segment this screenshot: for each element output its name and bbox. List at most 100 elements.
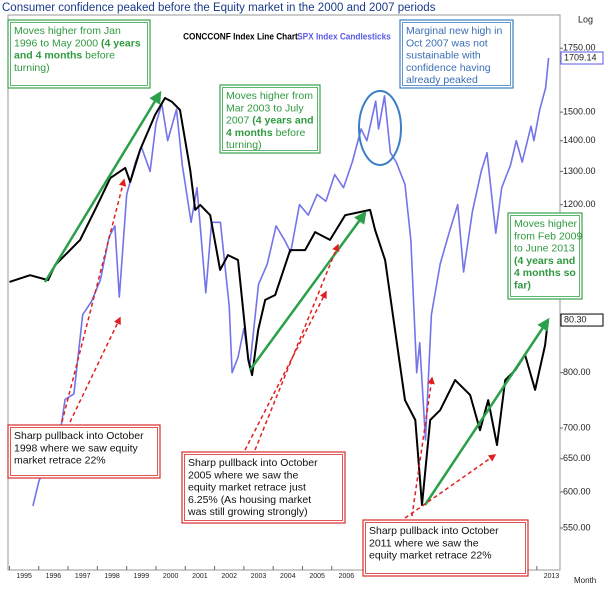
annotation-text: 6.25% (As housing market [188, 494, 311, 506]
y-tick-label: 650.00 [563, 453, 591, 463]
annotation-text: was still growing strongly) [187, 506, 308, 518]
pullback-arrow [69, 316, 121, 423]
annotation-run: 2011 where we saw the [369, 537, 479, 549]
annotation-run: 1998 where we saw equity [14, 442, 138, 454]
annotation-run: 4 months so [514, 267, 576, 279]
annotation-text: 4 months so [514, 267, 576, 279]
annotation-text: and 4 months before [14, 49, 115, 61]
annotation-box [399, 19, 514, 89]
annotation-run: before [273, 127, 306, 139]
annotation-box [362, 519, 529, 577]
annotation-text: Marginal new high in [406, 25, 502, 37]
annotation-box [507, 212, 583, 300]
y-tick-label: 1300.00 [563, 166, 596, 176]
x-tick-label: 2002 [221, 573, 237, 580]
annotation-text: equity market retrace 22% [369, 549, 492, 561]
x-tick-label: 1996 [46, 573, 62, 580]
annotation-text: Moves higher from [226, 90, 313, 102]
annotation-text: to June 2013 [514, 242, 575, 254]
annotation-text: turning) [226, 139, 262, 151]
x-tick-label: 2001 [192, 573, 208, 580]
annotation-box-inner [402, 22, 511, 86]
plot-area [9, 57, 550, 507]
annotation-run: and 4 months [14, 49, 82, 61]
annotation-run: Moves higher from Jan [14, 25, 121, 37]
annotation-box [181, 451, 346, 524]
annotation-text: Sharp pullback into October [14, 430, 144, 442]
annotation-run: was still growing strongly) [187, 506, 308, 518]
annotation-box [219, 84, 321, 154]
annotation-run: Oct 2007 was not [406, 37, 488, 49]
annotation-run: Sharp pullback into October [14, 430, 144, 442]
annotation-run: Moves higher [514, 218, 578, 230]
annotation-run: turning) [226, 139, 262, 151]
annotation-text: (4 years and [514, 255, 575, 267]
annotation-text: Sharp pullback into October [369, 525, 499, 537]
annotation-run: 4 months [226, 127, 273, 139]
confidence-line [9, 97, 549, 506]
annotation-text: Sharp pullback into October [188, 457, 318, 469]
annotation-run: (4 years [101, 37, 141, 49]
y-tick-label: 700.00 [563, 422, 591, 432]
annotation-run: 1996 to May 2000 [14, 37, 101, 49]
pullback-arrow [254, 243, 340, 451]
annotation-run: (4 years and [514, 255, 575, 267]
annotation-text: 1996 to May 2000 (4 years [14, 37, 141, 49]
legend-entry: SPX Index Candlesticks [297, 31, 391, 41]
annotation-run: market retrace 22% [14, 454, 106, 466]
y-tick-label: 600.00 [563, 486, 591, 496]
annotation-run: far) [514, 279, 531, 291]
y-tick-label: 1400.00 [563, 135, 596, 145]
annotation-run: sustainable with [406, 49, 481, 61]
annotation-text: sustainable with [406, 49, 481, 61]
annotation-text: from Feb 2009 [514, 230, 582, 242]
y-axis-label: Log [578, 14, 593, 24]
x-axis-label: Month [574, 576, 596, 585]
x-tick-label: 2005 [309, 573, 325, 580]
annotation-box-inner [365, 522, 526, 574]
annotation-run: (4 years and [252, 114, 313, 126]
annotation-box-inner [10, 22, 148, 86]
chart-title: Consumer confidence peaked before the Eq… [2, 2, 436, 14]
annotation-run: equity market retrace just [188, 481, 306, 493]
annotation-text: 2007 (4 years and [226, 114, 314, 126]
highlight-ellipse [358, 90, 402, 166]
spx-line [32, 57, 550, 507]
annotation-run: confidence having [406, 62, 491, 74]
x-tick-label: 1998 [104, 573, 120, 580]
annotation-text: already peaked [406, 74, 478, 86]
annotation-text: 2011 where we saw the [369, 537, 479, 549]
annotation-run: 2005 where we saw the [188, 469, 298, 481]
legend-entry: CONCCONF Index Line Chart [183, 31, 298, 41]
x-tick-label: 2013 [544, 573, 560, 580]
annotation-run: equity market retrace 22% [369, 549, 492, 561]
trend-arrow [43, 90, 162, 283]
annotation-text: market retrace 22% [14, 454, 106, 466]
x-tick-label: 1995 [16, 573, 32, 580]
annotation-text: Moves higher [514, 218, 578, 230]
annotation-text: 4 months before [226, 127, 306, 139]
annotation-text: equity market retrace just [188, 481, 306, 493]
pullback-arrow [411, 376, 435, 517]
annotation-run: Marginal new high in [406, 25, 502, 37]
x-tick-label: 2006 [339, 573, 355, 580]
annotation-run: before [82, 49, 115, 61]
annotation-box [7, 424, 161, 479]
current-value-label: 80.30 [564, 314, 587, 324]
annotation-text: Oct 2007 was not [406, 37, 488, 49]
annotation-box-inner [184, 454, 343, 521]
annotation-run: turning) [14, 62, 50, 74]
annotation-run: 6.25% (As housing market [188, 494, 311, 506]
annotation-text: far) [514, 279, 531, 291]
x-tick-label: 1997 [75, 573, 91, 580]
annotation-text: turning) [14, 62, 50, 74]
annotation-run: 2007 [226, 114, 252, 126]
